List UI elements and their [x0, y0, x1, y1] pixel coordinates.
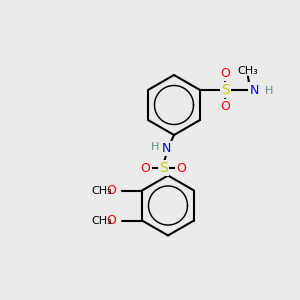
- Text: CH₃: CH₃: [91, 185, 112, 196]
- Text: O: O: [106, 214, 116, 227]
- Text: O: O: [220, 100, 230, 113]
- Text: N: N: [162, 142, 171, 155]
- Text: S: S: [159, 161, 168, 175]
- Text: O: O: [106, 184, 116, 197]
- Text: CH₃: CH₃: [238, 65, 258, 76]
- Text: CH₃: CH₃: [91, 215, 112, 226]
- Text: O: O: [141, 161, 150, 175]
- Text: N: N: [250, 83, 259, 97]
- Text: O: O: [177, 161, 186, 175]
- Text: H: H: [265, 85, 273, 96]
- Text: O: O: [220, 67, 230, 80]
- Text: H: H: [151, 142, 160, 152]
- Text: S: S: [221, 83, 230, 97]
